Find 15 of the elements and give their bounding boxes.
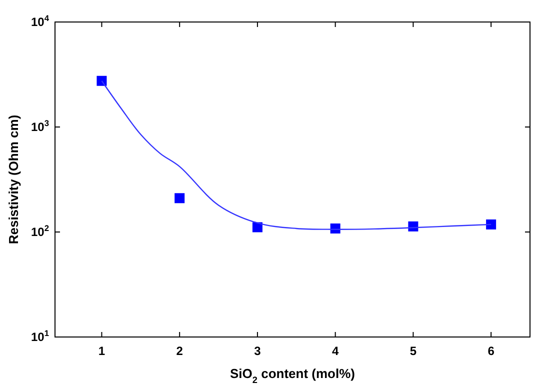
x-tick-label: 6 [488,344,495,358]
y-tick-label: 10$^{4}$ [30,13,50,29]
x-tick-label: 3 [254,344,262,358]
point [486,219,496,230]
y-tick-label: 10$^{1}$ [30,328,50,344]
x-tick-label: 2 [176,344,184,358]
x-axis-title: SiO$_{2}$ content (mol%) [230,366,355,385]
y-axis-title: Resistivity (Ohm cm) [6,114,21,244]
x-tick-label: 5 [410,344,417,358]
x-tick-label: 4 [332,344,339,358]
y-tick-label: 10$^{3}$ [30,118,50,134]
y-tick-label: 10$^{2}$ [30,223,50,239]
point [174,193,185,204]
x-tick-label: 1 [98,344,106,358]
point [96,76,107,86]
